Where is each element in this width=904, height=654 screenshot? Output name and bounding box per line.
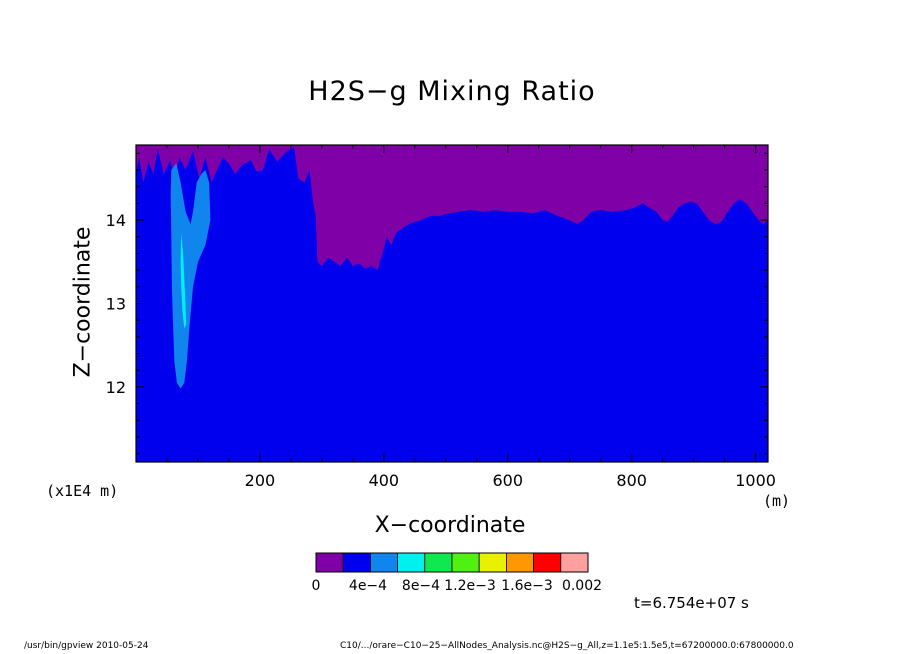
colorbar-label: 1.2e−3 (444, 578, 496, 594)
contour-plume-2 (180, 232, 187, 329)
x-tick-label: 600 (492, 471, 523, 490)
footer-program: /usr/bin/gpview 2010-05-24 (24, 641, 149, 651)
colorbar-label: 8e−4 (401, 578, 441, 594)
contour-fills (136, 145, 768, 462)
colorbar-swatch (560, 552, 589, 573)
contour-plume-1 (170, 163, 211, 389)
x-axis-label: X−coordinate (374, 513, 526, 538)
colorbar-label: 0 (311, 578, 321, 594)
colorbar-swatch (505, 552, 534, 573)
footer-source: C10/.../orare−C10−25−AllNodes_Analysis.n… (340, 641, 794, 651)
colorbar-frame (315, 552, 589, 573)
colorbar-swatch (533, 552, 562, 573)
contour-upper-region (136, 145, 768, 271)
y-tick-label: 13 (106, 295, 126, 314)
colorbar-swatch (478, 552, 507, 573)
y-axis-multiplier: (x1E4 m) (46, 482, 119, 500)
colorbar-swatch (397, 552, 426, 573)
colorbar-label: 1.6e−3 (501, 578, 553, 594)
time-annotation: t=6.754e+07 s (634, 594, 749, 612)
colorbar-swatch (342, 552, 371, 573)
x-tick-label: 800 (616, 471, 647, 490)
colorbar (315, 552, 589, 573)
colorbar-swatch (451, 552, 480, 573)
colorbar-swatch (369, 552, 398, 573)
x-axis-unit: (m) (763, 492, 791, 510)
x-tick-label: 200 (245, 471, 276, 490)
colorbar-label: 4e−4 (348, 578, 388, 594)
chart-title: H2S−g Mixing Ratio (308, 76, 596, 107)
y-tick-label: 14 (106, 211, 126, 230)
colorbar-label: 0.002 (561, 578, 603, 594)
colorbar-swatch (315, 552, 344, 573)
y-tick-label: 12 (106, 378, 126, 397)
plot-area (136, 145, 768, 462)
colorbar-swatch (424, 552, 453, 573)
axes: 200 400 600 800 1000 12 13 14 (106, 144, 776, 490)
x-tick-label: 1000 (735, 471, 776, 490)
x-tick-label: 400 (369, 471, 400, 490)
y-axis-label: Z−coordinate (70, 226, 96, 378)
